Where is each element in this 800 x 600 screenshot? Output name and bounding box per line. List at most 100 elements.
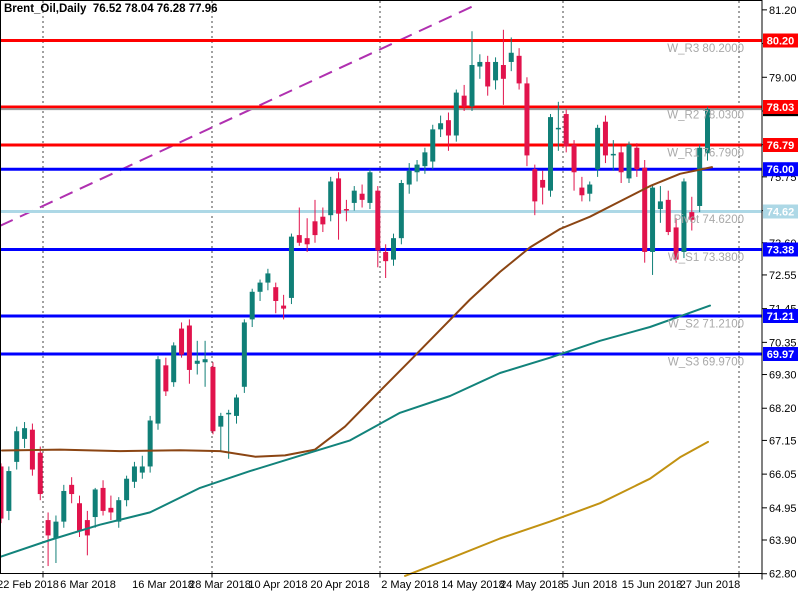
candle-body-down <box>383 251 389 262</box>
level-badge-W_R3-text: 80.20 <box>767 36 795 48</box>
candle-body-down <box>69 484 75 495</box>
candle-body-up <box>202 359 208 363</box>
candle-body-up <box>650 187 656 252</box>
y-tick-label: 68.20 <box>769 403 797 415</box>
x-date-label: 22 Feb 2018 <box>0 579 59 591</box>
candle-body-down <box>500 65 506 79</box>
candle-body-up <box>705 109 710 154</box>
level-badge-W_R1 <box>763 137 798 152</box>
candle-body-up <box>234 397 239 416</box>
level-label-W_R3: W_R3 80.2000 <box>667 43 744 55</box>
candle-body-down <box>618 152 624 173</box>
level-badge-W_R1-text: 76.79 <box>767 140 795 152</box>
y-tick-label: 70.35 <box>769 337 797 349</box>
level-badge-L76 <box>763 162 798 177</box>
ma-teal-line[interactable] <box>0 304 711 558</box>
candle-body-up <box>610 153 616 156</box>
candle-body-down <box>524 83 530 156</box>
candle-body-down <box>602 121 608 156</box>
candle-body-down <box>485 61 491 87</box>
candle-body-up <box>438 123 444 130</box>
candle-body-up <box>249 291 255 320</box>
candle-body-down <box>571 144 577 173</box>
candle-body-down <box>665 199 671 233</box>
candle-body-up <box>14 431 20 462</box>
candle-body-down <box>336 178 342 214</box>
x-date-label: 6 Mar 2018 <box>60 579 116 591</box>
candle-body-down <box>445 120 451 136</box>
candle-body-up <box>218 415 224 427</box>
candle-body-down <box>461 95 467 107</box>
candle-body-up <box>555 127 561 130</box>
candle-body-up <box>398 182 404 239</box>
candle-body-up <box>131 466 137 482</box>
candle-body-down <box>532 169 538 202</box>
candle-body-down <box>0 466 4 519</box>
candle-body-up <box>147 420 153 467</box>
x-date-label: 24 May 2018 <box>500 579 564 591</box>
candle-body-down <box>281 305 287 309</box>
candle-body-down <box>273 287 279 301</box>
level-label-W_R2: W_R2 78.0300 <box>667 109 744 121</box>
candle-body-down <box>108 507 114 513</box>
candle-body-up <box>257 282 263 292</box>
y-tick-label: 72.55 <box>769 270 797 282</box>
candle-body-up <box>406 170 412 185</box>
level-badge-Pivot-text: 74.62 <box>767 206 795 218</box>
level-label-W_S1: W_S1 73.3800 <box>668 252 744 264</box>
candle-body-up <box>288 236 294 298</box>
candle-body-up <box>265 273 271 283</box>
level-badge-W_R2 <box>763 99 798 114</box>
candle-body-down <box>179 328 185 355</box>
y-tick-label: 81.20 <box>769 5 797 17</box>
candles-layer <box>0 29 710 567</box>
candle-body-down <box>579 187 585 196</box>
y-tick-label: 69.30 <box>769 370 797 382</box>
candle-body-down <box>689 212 695 220</box>
candle-body-up <box>548 117 553 191</box>
level-labels-layer: W_R3 80.2000 W_R2 78.0300 W_R1 76.7900 Pivo… <box>667 43 744 368</box>
ma-brown-line[interactable] <box>1 166 713 458</box>
y-tick-label: 66.05 <box>769 469 797 481</box>
candle-body-up <box>351 190 357 203</box>
level-badge-W_R2-text: 78.03 <box>767 102 795 114</box>
candle-body-up <box>328 181 334 216</box>
candle-body-up <box>493 61 499 81</box>
candle-body-up <box>61 490 67 522</box>
x-date-label: 10 Apr 2018 <box>248 579 307 591</box>
levels-layer <box>0 39 762 356</box>
level-badge-W_S2 <box>763 308 798 323</box>
candle-body-up <box>508 52 514 62</box>
candle-body-up <box>469 65 475 107</box>
level-badge-W_S3 <box>763 346 798 361</box>
candle-body-up <box>391 238 396 260</box>
candle-body-up <box>587 184 593 194</box>
y-tick-label: 79.00 <box>769 72 797 84</box>
candle-body-up <box>595 127 601 170</box>
candle-body-down <box>642 167 648 252</box>
candle-body-down <box>359 193 365 200</box>
y-tick-label: 62.80 <box>769 569 797 581</box>
x-date-label: 20 Apr 2018 <box>310 579 369 591</box>
level-label-W_R1: W_R1 76.7900 <box>667 147 744 159</box>
candle-body-down <box>45 520 51 536</box>
candle-body-up <box>367 172 373 203</box>
grid-layer <box>42 1 740 578</box>
level-badge-Pivot <box>763 204 798 219</box>
candle-body-up <box>626 144 632 179</box>
candle-body-down <box>312 221 318 236</box>
candle-body-up <box>155 359 161 424</box>
candle-body-down <box>634 147 640 170</box>
y-tick-label: 63.90 <box>769 535 797 547</box>
level-label-Pivot: Pivot 74.6200 <box>674 214 744 226</box>
candle-body-up <box>430 129 436 162</box>
candle-body-down <box>320 216 326 225</box>
moving-averages-layer <box>0 166 713 577</box>
candle-body-down <box>563 114 569 147</box>
ma-gold-line[interactable] <box>404 440 709 577</box>
candle-body-down <box>673 227 679 260</box>
candle-body-down <box>37 452 43 495</box>
